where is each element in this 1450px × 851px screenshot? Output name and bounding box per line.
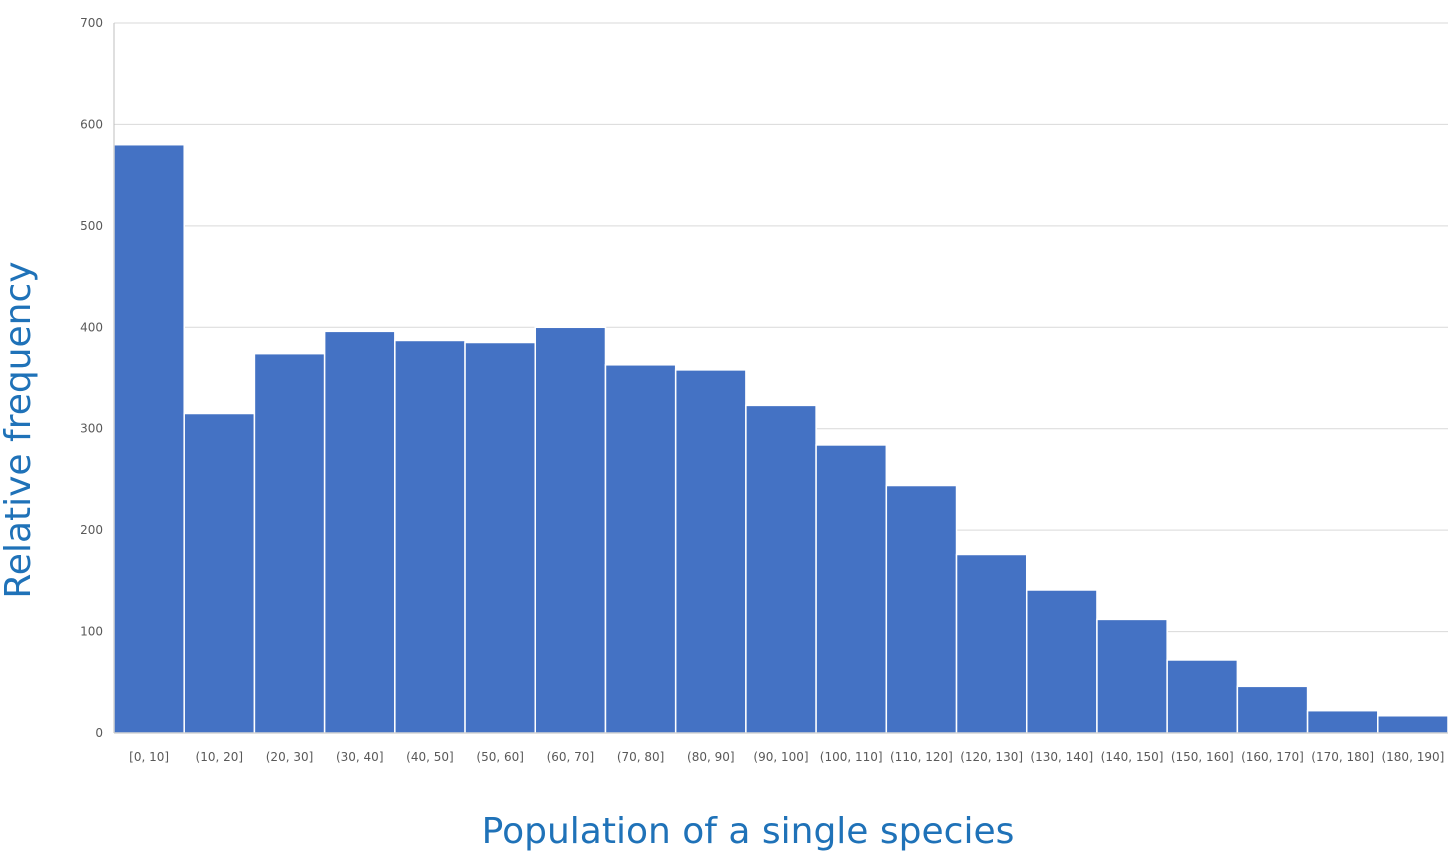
- bar: [253, 352, 326, 734]
- y-tick-label: 0: [95, 726, 103, 740]
- axes: [113, 23, 1448, 734]
- x-tick-label: (80, 90]: [687, 750, 735, 764]
- bar: [674, 369, 747, 734]
- bar: [183, 412, 256, 734]
- bar: [534, 326, 607, 734]
- x-tick-label: (30, 40]: [336, 750, 384, 764]
- bar: [1377, 715, 1449, 734]
- y-tick-labels: 0 100 200 300 400 500 600 700: [80, 16, 103, 740]
- x-tick-label: (10, 20]: [196, 750, 244, 764]
- y-tick-label: 300: [80, 422, 103, 436]
- bar: [394, 339, 466, 734]
- y-tick-label: 600: [80, 117, 103, 131]
- bar: [604, 364, 677, 734]
- x-tick-label: [0, 10]: [129, 750, 169, 764]
- x-tick-labels: [0, 10] (10, 20] (20, 30] (30, 40] (40, 50] (…: [129, 750, 1444, 764]
- x-tick-label: (180, 190]: [1381, 750, 1444, 764]
- x-tick-label: (110, 120]: [890, 750, 953, 764]
- bar: [1306, 709, 1379, 734]
- x-tick-label: (90, 100]: [753, 750, 808, 764]
- x-tick-label: (60, 70]: [547, 750, 595, 764]
- x-axis-title: Population of a single species: [482, 811, 1015, 851]
- bar: [745, 404, 817, 734]
- x-tick-label: (100, 110]: [820, 750, 883, 764]
- bar: [1166, 659, 1239, 734]
- bar: [323, 330, 396, 734]
- y-tick-label: 500: [80, 219, 103, 233]
- x-tick-label: (170, 180]: [1311, 750, 1374, 764]
- bar: [1096, 618, 1168, 734]
- bar: [815, 444, 888, 734]
- y-tick-label: 700: [80, 16, 103, 30]
- x-tick-label: (140, 150]: [1101, 750, 1164, 764]
- bar: [955, 553, 1028, 734]
- x-tick-label: (40, 50]: [406, 750, 454, 764]
- y-axis-title: Relative frequency: [0, 261, 39, 598]
- x-tick-label: (120, 130]: [960, 750, 1023, 764]
- x-tick-label: (150, 160]: [1171, 750, 1234, 764]
- x-tick-label: (70, 80]: [617, 750, 665, 764]
- x-tick-label: (50, 60]: [476, 750, 524, 764]
- bar: [464, 341, 537, 734]
- y-tick-label: 400: [80, 320, 103, 334]
- x-tick-label: (130, 140]: [1030, 750, 1093, 764]
- bars: [113, 143, 1449, 734]
- y-tick-label: 100: [80, 625, 103, 639]
- x-tick-label: (20, 30]: [266, 750, 314, 764]
- bar: [113, 143, 185, 734]
- bar: [885, 484, 958, 734]
- y-tick-label: 200: [80, 523, 103, 537]
- x-tick-label: (160, 170]: [1241, 750, 1304, 764]
- bar: [1025, 589, 1098, 734]
- bar: [1236, 685, 1309, 734]
